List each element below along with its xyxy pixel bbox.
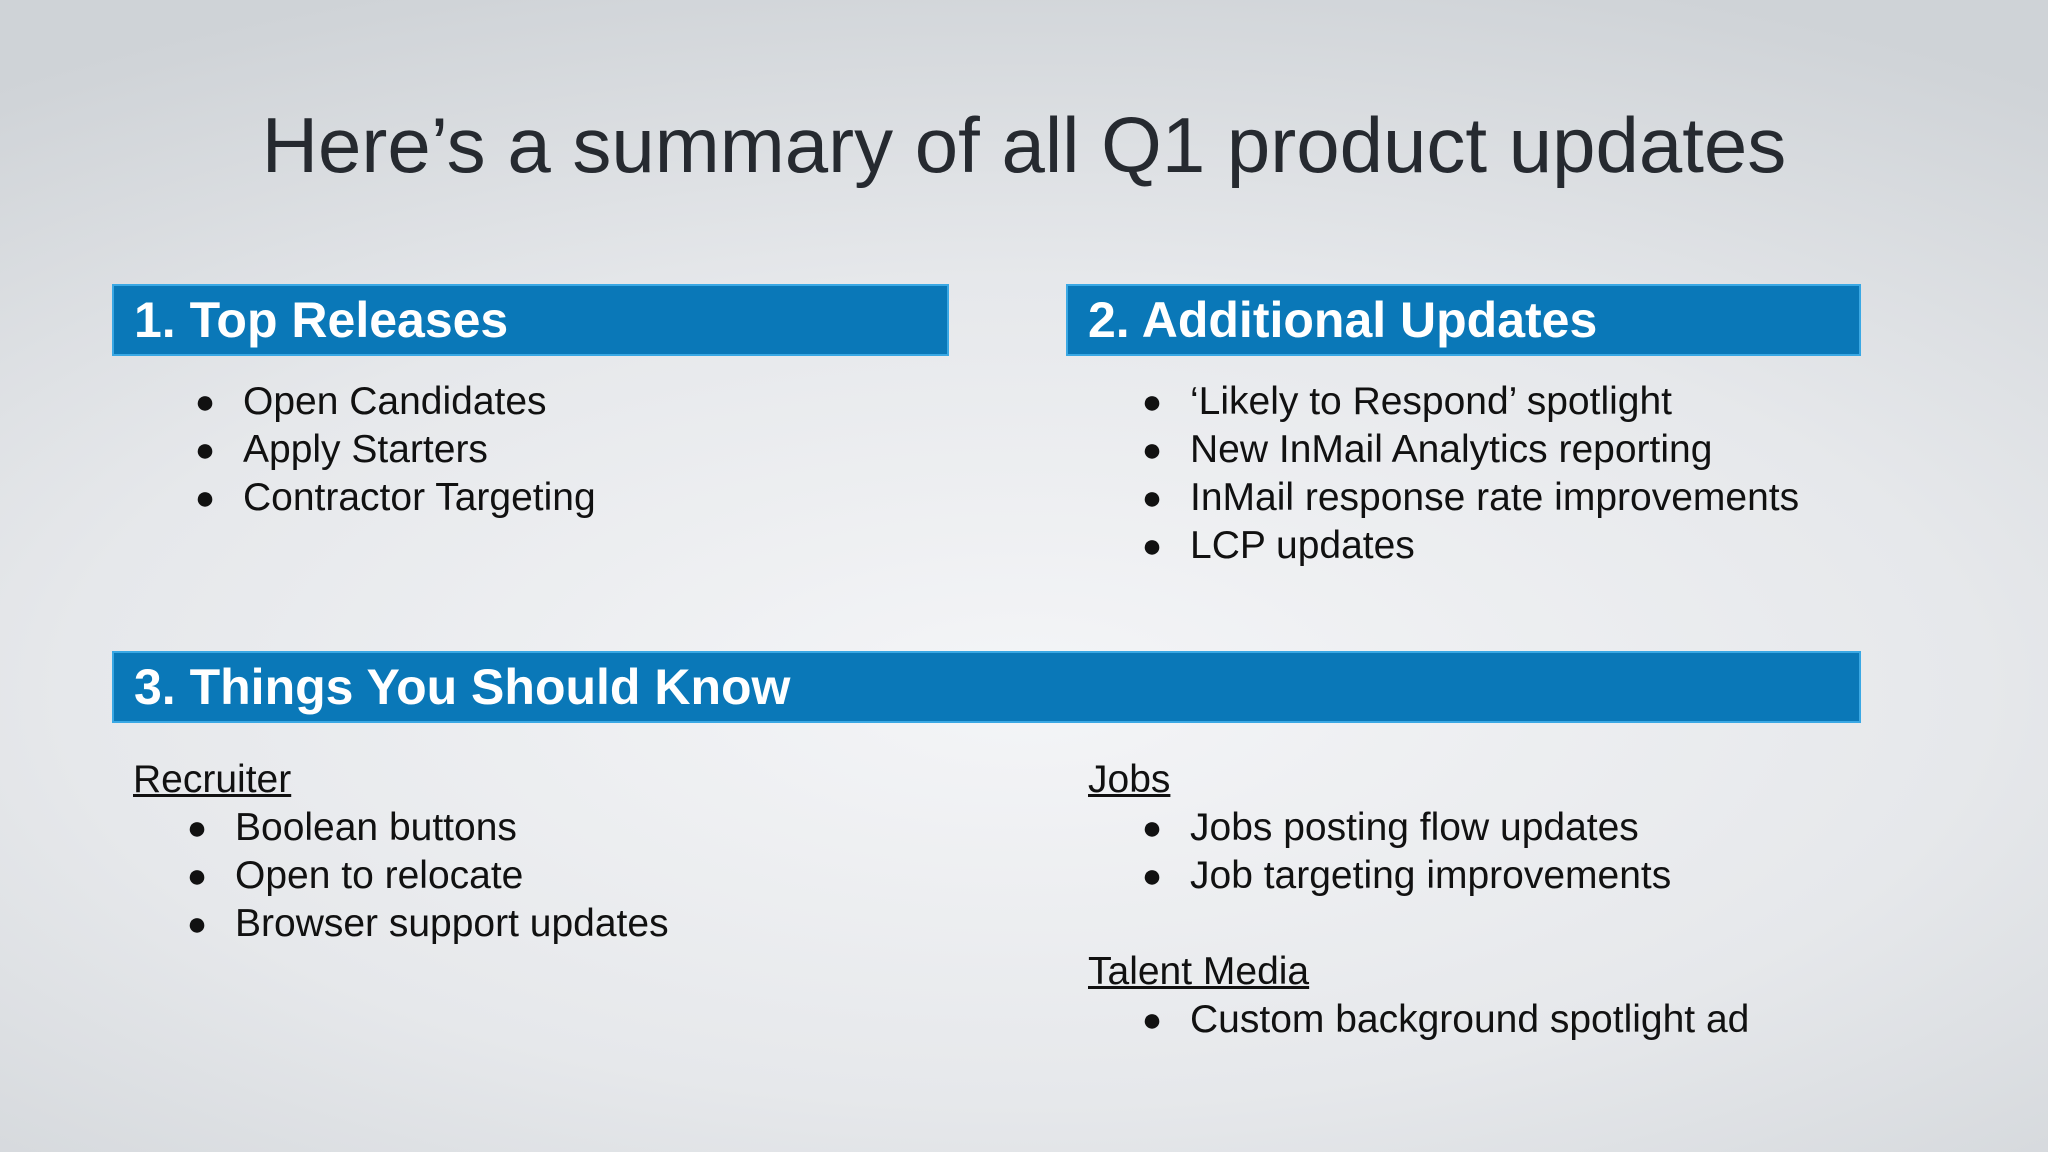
list-item-text: ‘Likely to Respond’ spotlight	[1190, 380, 1672, 423]
top-releases-list: ● Open Candidates ● Apply Starters ● Contra…	[193, 378, 596, 522]
bullet-icon: ●	[1141, 1001, 1163, 1039]
bullet-icon: ●	[1141, 479, 1163, 517]
list-item-text: InMail response rate improvements	[1190, 476, 1800, 519]
additional-updates-list: ● ‘Likely to Respond’ spotlight ● New InMa…	[1140, 378, 1799, 570]
list-item: ● Jobs posting flow updates	[1140, 804, 1671, 852]
list-item: ● Custom background spotlight ad	[1140, 996, 1750, 1044]
list-item-text: Open to relocate	[235, 854, 524, 897]
bullet-icon: ●	[1141, 431, 1163, 469]
bullet-icon: ●	[194, 479, 216, 517]
list-item-text: Contractor Targeting	[243, 476, 596, 519]
list-item-text: LCP updates	[1190, 524, 1415, 567]
list-item: ● Boolean buttons	[185, 804, 669, 852]
list-item: ● Open Candidates	[193, 378, 596, 426]
list-item: ● Apply Starters	[193, 426, 596, 474]
bullet-icon: ●	[1141, 383, 1163, 421]
subheading-talent-media: Talent Media	[1088, 950, 1310, 993]
recruiter-list: ● Boolean buttons ● Open to relocate ● Brow…	[185, 804, 669, 948]
list-item-text: Apply Starters	[243, 428, 488, 471]
bullet-icon: ●	[186, 857, 208, 895]
list-item-text: Boolean buttons	[235, 806, 517, 849]
list-item: ● Job targeting improvements	[1140, 852, 1672, 900]
section-header-additional-updates: 2. Additional Updates	[1066, 284, 1861, 356]
slide-title: Here’s a summary of all Q1 product updat…	[261, 101, 1787, 189]
list-item-text: Open Candidates	[243, 380, 547, 423]
list-item: ● New InMail Analytics reporting	[1140, 426, 1799, 474]
list-item: ● Browser support updates	[185, 900, 669, 948]
bullet-icon: ●	[194, 383, 216, 421]
section-header-top-releases: 1. Top Releases	[112, 284, 949, 356]
list-item: ● Contractor Targeting	[193, 474, 596, 522]
list-item: ● ‘Likely to Respond’ spotlight	[1140, 378, 1799, 426]
jobs-list: ● Jobs posting flow updates ● Job targetin…	[1140, 804, 1672, 900]
subheading-jobs: Jobs	[1088, 758, 1171, 801]
list-item: ● Open to relocate	[185, 852, 669, 900]
bullet-icon: ●	[1141, 857, 1163, 895]
bullet-icon: ●	[186, 809, 208, 847]
bullet-icon: ●	[1141, 527, 1163, 565]
talent-media-list: ● Custom background spotlight ad	[1140, 996, 1750, 1044]
list-item-text: Browser support updates	[235, 902, 669, 945]
section-header-things-you-should-know: 3. Things You Should Know	[112, 651, 1861, 723]
list-item-text: Custom background spotlight ad	[1190, 998, 1750, 1041]
bullet-icon: ●	[194, 431, 216, 469]
bullet-icon: ●	[186, 905, 208, 943]
list-item-text: Jobs posting flow updates	[1190, 806, 1639, 849]
list-item: ● InMail response rate improvements	[1140, 474, 1799, 522]
subheading-recruiter: Recruiter	[133, 758, 292, 801]
list-item-text: New InMail Analytics reporting	[1190, 428, 1713, 471]
list-item-text: Job targeting improvements	[1190, 854, 1672, 897]
bullet-icon: ●	[1141, 809, 1163, 847]
list-item: ● LCP updates	[1140, 522, 1799, 570]
